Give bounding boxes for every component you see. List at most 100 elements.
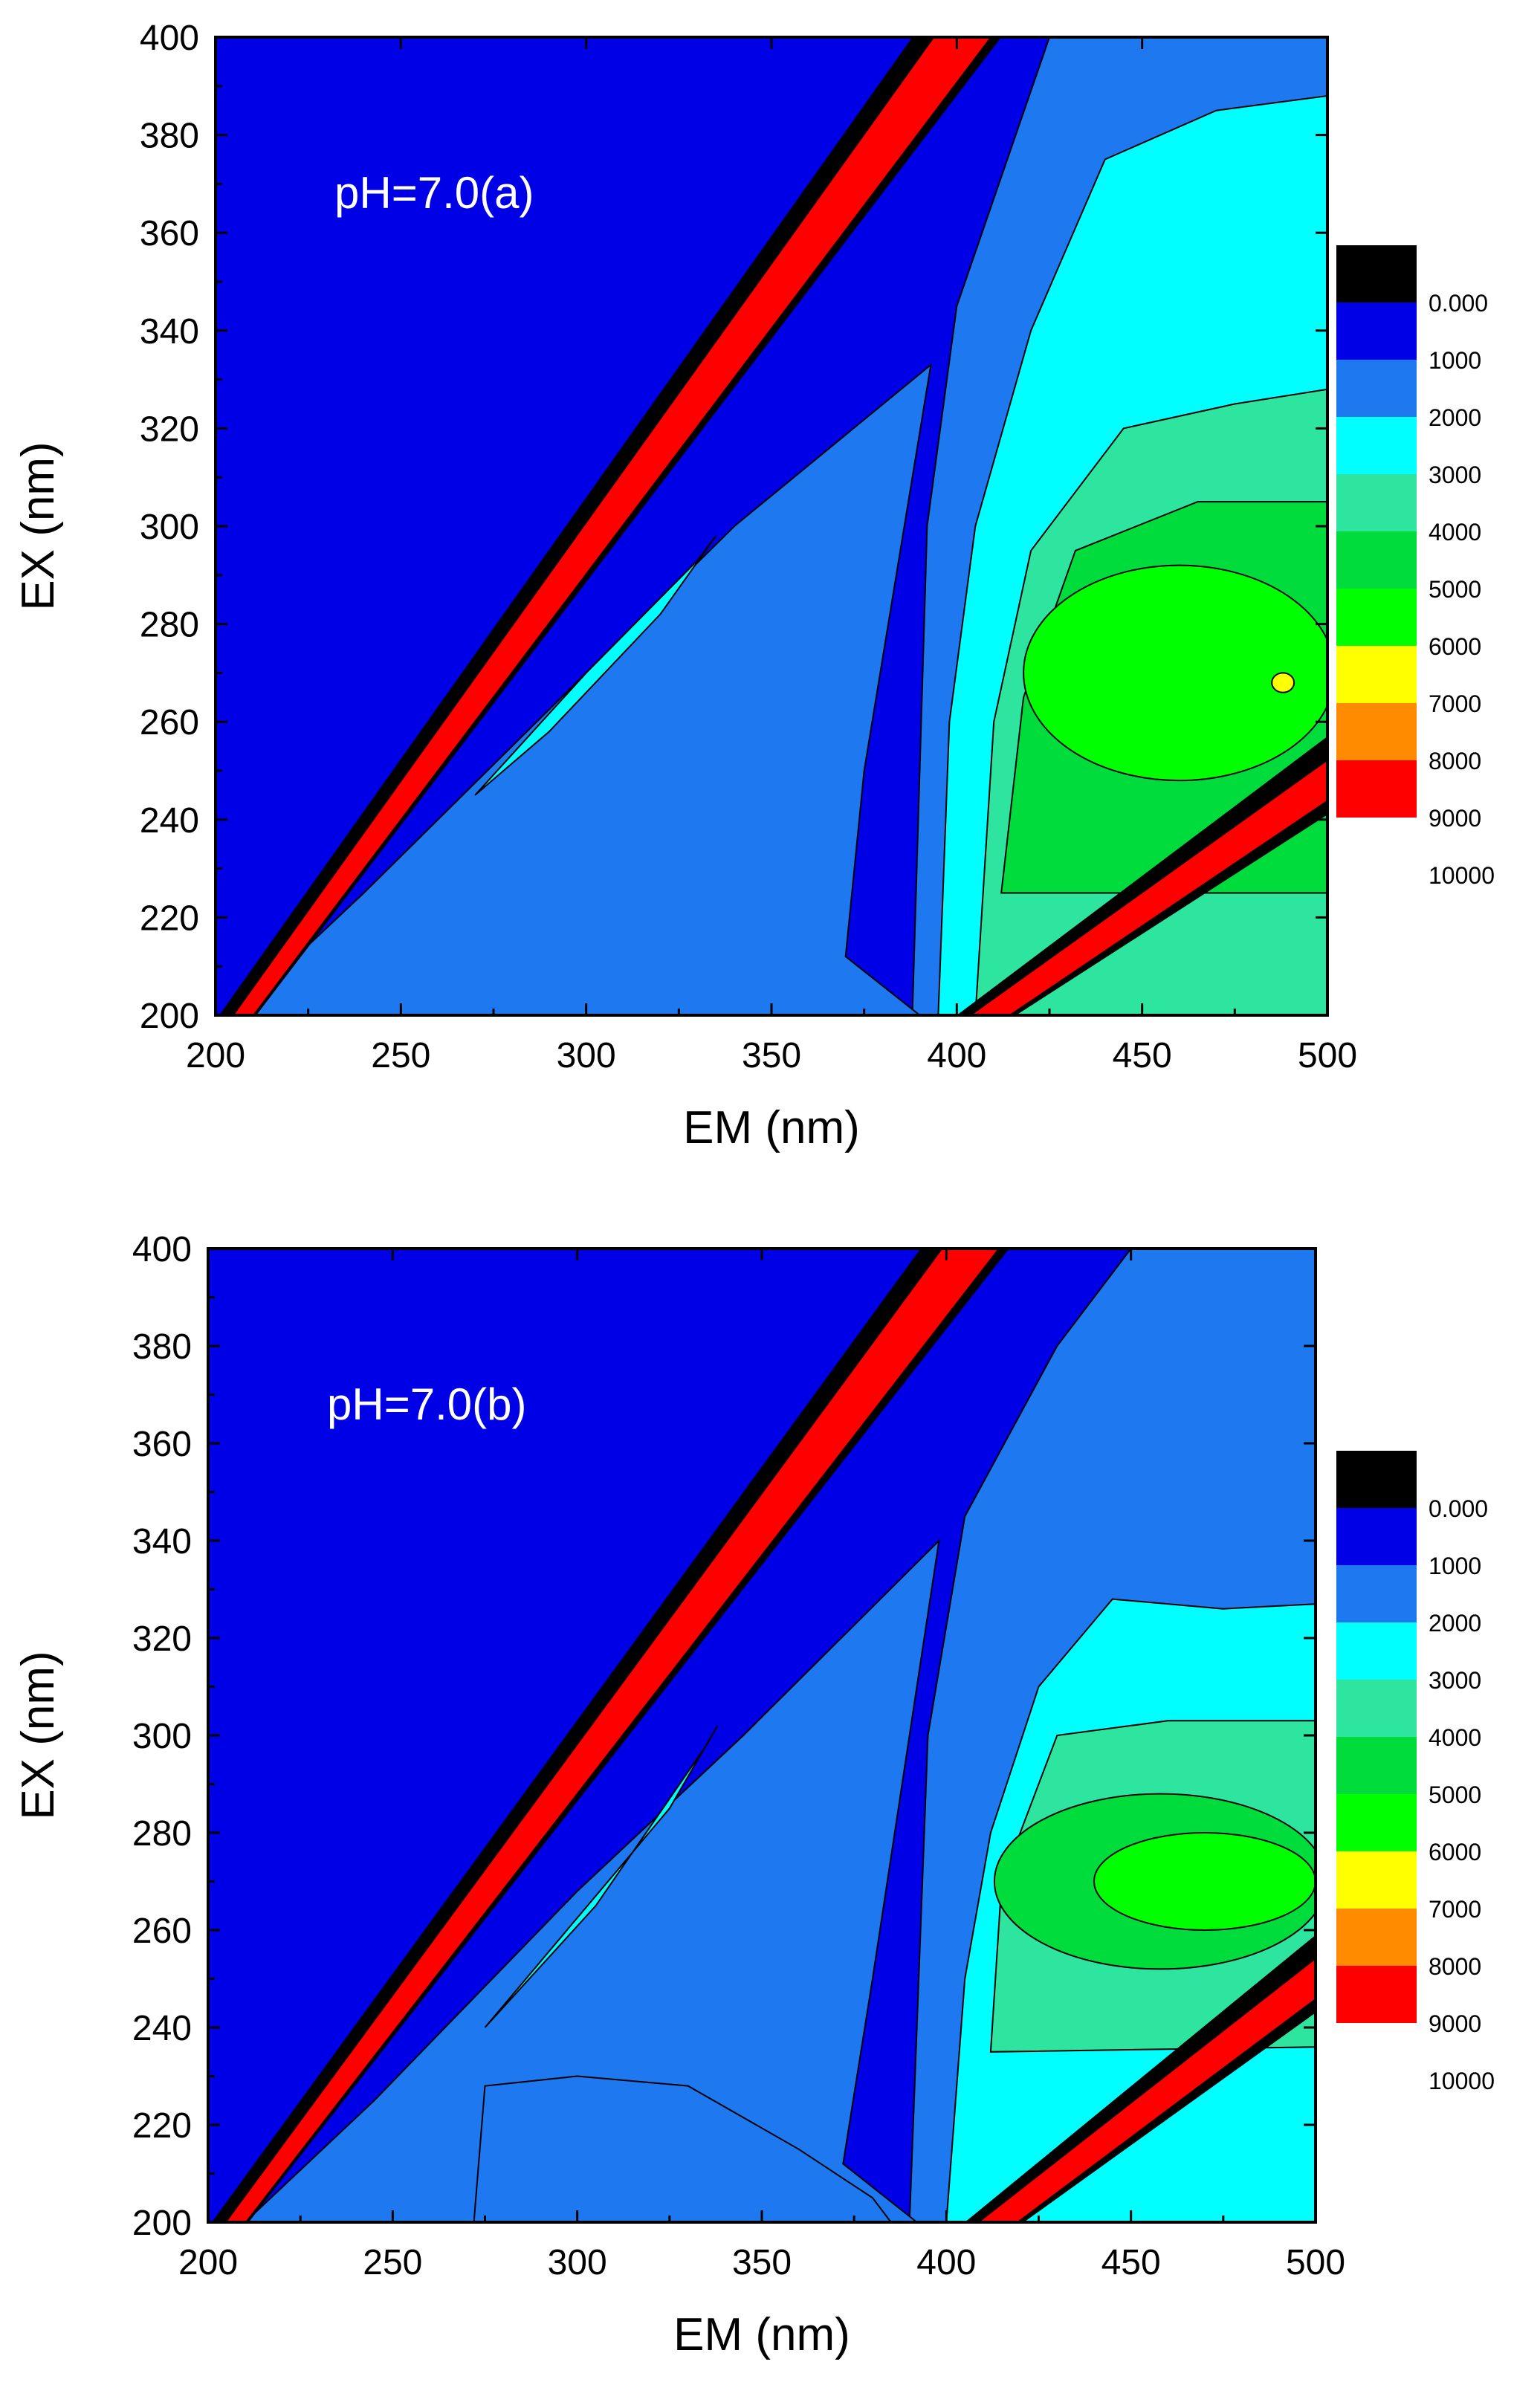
y-tick-label: 340: [140, 312, 199, 352]
legend-swatch: [1336, 1622, 1417, 1680]
y-tick-label: 300: [132, 1717, 192, 1756]
legend-swatch: [1336, 646, 1417, 703]
legend-swatch: [1336, 417, 1417, 474]
contour-level-3000-ridge: [484, 1725, 719, 2028]
y-tick-label: 320: [132, 1619, 192, 1659]
legend-label: 6000: [1429, 1839, 1481, 1865]
contour-level-2000-ridge: [244, 1538, 940, 2222]
legend-label: 0.000: [1429, 1495, 1488, 1522]
contour-plot-area: [208, 1249, 1316, 2222]
x-tick-label: 250: [371, 1036, 430, 1075]
rayleigh-band-second-order-core: [971, 760, 1327, 1015]
rayleigh-band-second-order-core: [980, 1959, 1316, 2222]
legend-swatch: [1336, 302, 1417, 360]
legend-swatch: [1336, 1794, 1417, 1851]
legend-label: 8000: [1429, 1953, 1481, 1980]
y-tick-label: 320: [140, 410, 199, 449]
x-tick-label: 200: [186, 1036, 245, 1075]
legend-label: 2000: [1429, 1610, 1481, 1637]
y-tick-label: 260: [132, 1912, 192, 1951]
legend-label: 3000: [1429, 462, 1481, 488]
legend-label: 1000: [1429, 1553, 1481, 1579]
legend-swatch: [1336, 360, 1417, 417]
legend-label: 10000: [1429, 862, 1495, 889]
contour-level-3000-ridge: [474, 535, 717, 796]
x-tick-label: 300: [548, 2243, 607, 2282]
x-tick-label: 400: [916, 2243, 976, 2282]
rayleigh-band-second-order-edge: [965, 1935, 1316, 2222]
y-tick-label: 400: [132, 1230, 192, 1269]
legend: 0.000 1000 2000 3000 4000 5000 6000 7000 8000 900…: [1336, 1451, 1495, 2094]
legend-label: 4000: [1429, 519, 1481, 546]
legend-label: 7000: [1429, 1896, 1481, 1923]
panel-b: 200 250 300 350 400 450 500 200 220 240 260 280 300 3…: [13, 1230, 1495, 2360]
legend-swatch: [1336, 1451, 1417, 1508]
contour-level-6000: [1093, 1832, 1316, 1931]
legend-swatch: [1336, 1909, 1417, 1966]
x-axis-title: EM (nm): [683, 1102, 860, 1153]
y-tick-label: 360: [140, 214, 199, 253]
rayleigh-band-second-order-edge: [957, 736, 1327, 1015]
legend-swatch: [1336, 1966, 1417, 2023]
y-tick-label: 380: [132, 1327, 192, 1367]
y-tick-label: 400: [140, 19, 199, 58]
legend-label: 5000: [1429, 1781, 1481, 1808]
y-tick-label: 280: [140, 606, 199, 645]
panel-label: pH=7.0(b): [327, 1379, 526, 1429]
legend-label: 1000: [1429, 347, 1481, 374]
y-tick-label: 380: [140, 117, 199, 156]
y-axis-title: EX (nm): [13, 1651, 64, 1819]
legend-swatch: [1336, 1508, 1417, 1565]
legend-swatch: [1336, 1565, 1417, 1622]
legend-label: 2000: [1429, 404, 1481, 431]
legend-swatch: [1336, 474, 1417, 531]
contour-level-6000: [1023, 564, 1327, 782]
contour-peak-spot: [1271, 672, 1295, 693]
rayleigh-band-first-order-core: [233, 37, 991, 1015]
panel-a: 200 250 300 350 400 450 500 200 220 240 260 280 300 3…: [13, 19, 1495, 1153]
y-tick-label: 240: [132, 2009, 192, 2048]
legend-swatch: [1336, 1680, 1417, 1737]
panel-label: pH=7.0(a): [334, 168, 534, 218]
x-tick-label: 450: [1113, 1036, 1172, 1075]
y-tick-label: 360: [132, 1425, 192, 1464]
y-tick-label: 240: [140, 801, 199, 841]
y-tick-label: 220: [140, 899, 199, 938]
legend-label: 0.000: [1429, 290, 1488, 317]
legend-label: 9000: [1429, 805, 1481, 832]
y-tick-label: 200: [140, 997, 199, 1036]
legend-swatch: [1336, 589, 1417, 646]
rayleigh-band-first-order-core: [226, 1249, 998, 2222]
x-tick-label: 350: [742, 1036, 801, 1075]
legend-swatch: [1336, 703, 1417, 760]
x-tick-label: 450: [1101, 2243, 1161, 2282]
contour-level-2000-low: [473, 2075, 893, 2222]
y-tick-label: 340: [132, 1522, 192, 1561]
y-tick-label: 260: [140, 703, 199, 742]
y-tick-label: 220: [132, 2106, 192, 2146]
y-axis-title: EX (nm): [13, 441, 64, 610]
legend-label: 5000: [1429, 576, 1481, 603]
x-tick-label: 400: [927, 1036, 986, 1075]
legend-label: 6000: [1429, 633, 1481, 660]
legend-swatch: [1336, 245, 1417, 302]
legend-label: 8000: [1429, 748, 1481, 774]
legend-swatch: [1336, 760, 1417, 818]
x-tick-label: 250: [363, 2243, 422, 2282]
x-tick-label: 200: [178, 2243, 238, 2282]
x-tick-label: 500: [1298, 1036, 1357, 1075]
legend-label: 9000: [1429, 2010, 1481, 2037]
legend-swatch: [1336, 1737, 1417, 1794]
legend-label: 10000: [1429, 2068, 1495, 2094]
contour-plot-area: [216, 37, 1327, 1015]
legend-label: 3000: [1429, 1667, 1481, 1694]
y-tick-label: 200: [132, 2204, 192, 2243]
y-tick-label: 300: [140, 508, 199, 547]
legend: 0.000 1000 2000 3000 4000 5000 6000 7000 8000 900…: [1336, 245, 1495, 889]
y-tick-label: 280: [132, 1814, 192, 1854]
legend-swatch: [1336, 1851, 1417, 1909]
legend-label: 7000: [1429, 690, 1481, 717]
legend-label: 4000: [1429, 1724, 1481, 1751]
x-tick-label: 350: [732, 2243, 792, 2282]
